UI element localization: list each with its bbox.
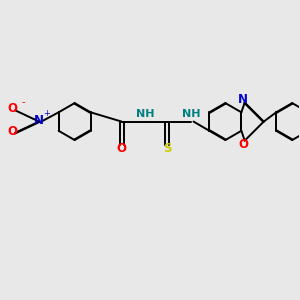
Text: N: N <box>34 114 44 127</box>
Text: +: + <box>44 109 50 118</box>
Text: O: O <box>7 102 17 115</box>
Text: NH: NH <box>182 110 200 119</box>
Text: O: O <box>117 142 127 155</box>
Text: NH: NH <box>136 110 155 119</box>
Text: O: O <box>7 125 17 138</box>
Text: S: S <box>163 142 171 155</box>
Text: N: N <box>238 93 248 106</box>
Text: O: O <box>238 137 248 151</box>
Text: -: - <box>21 97 25 107</box>
